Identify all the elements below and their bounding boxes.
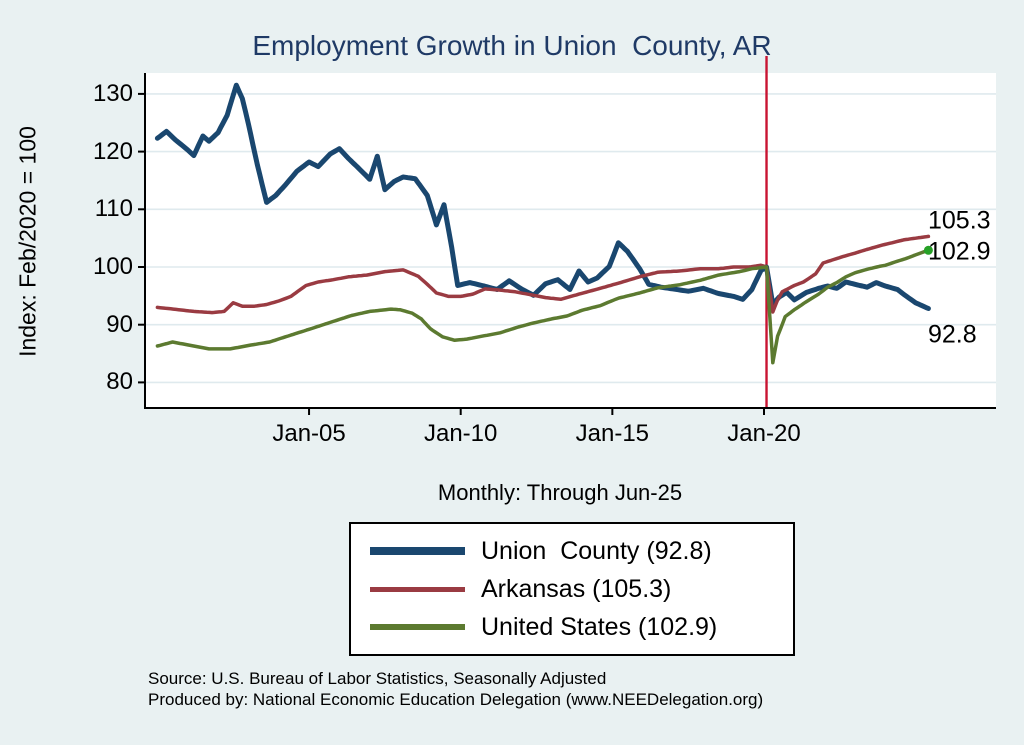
legend-label-united_states: United States (102.9): [481, 612, 718, 641]
y-tick-label-120: 120: [92, 137, 133, 165]
legend-item-arkansas: Arkansas (105.3): [351, 575, 793, 604]
y-tick-label-90: 90: [106, 310, 133, 338]
x-tick-label-Jan-15: Jan-15: [575, 420, 650, 447]
legend-item-united_states: United States (102.9): [351, 613, 793, 642]
series-line-1: [155, 234, 931, 315]
chart-title: Employment Growth in Union County, AR: [252, 30, 772, 61]
plot-background: [145, 73, 996, 408]
source-line-1: Source: U.S. Bureau of Labor Statistics,…: [148, 669, 607, 688]
source-notes: Source: U.S. Bureau of Labor Statistics,…: [148, 668, 1008, 710]
legend-swatch-united_states: [370, 624, 465, 630]
source-line-2: Produced by: National Economic Education…: [148, 690, 764, 709]
end-label-arkansas: 105.3: [928, 206, 991, 235]
legend-item-union_county: Union County (92.8): [351, 537, 793, 566]
legend-swatch-union_county: [370, 547, 465, 555]
series-end-marker-2: [923, 245, 933, 255]
series-line-0: [154, 82, 931, 311]
x-tick-label-Jan-05: Jan-05: [272, 420, 346, 447]
series-line-2: [155, 248, 931, 365]
legend: Union County (92.8) Arkansas (105.3) Unite…: [349, 522, 795, 656]
y-axis-title: Index: Feb/2020 = 100: [14, 126, 41, 357]
y-tick-label-80: 80: [106, 368, 133, 396]
y-tick-label-130: 130: [92, 79, 133, 107]
legend-label-union_county: Union County (92.8): [481, 536, 712, 565]
legend-swatch-arkansas: [370, 586, 465, 592]
y-tick-label-100: 100: [92, 253, 133, 280]
x-tick-label-Jan-10: Jan-10: [423, 420, 498, 447]
end-label-united-states: 102.9: [928, 237, 991, 266]
legend-label-arkansas: Arkansas (105.3): [481, 574, 672, 603]
chart-subtitle: Monthly: Through Jun-25: [437, 480, 683, 505]
end-label-union-county: 92.8: [928, 320, 977, 349]
x-tick-label-Jan-20: Jan-20: [727, 420, 801, 447]
y-tick-label-110: 110: [94, 195, 133, 223]
